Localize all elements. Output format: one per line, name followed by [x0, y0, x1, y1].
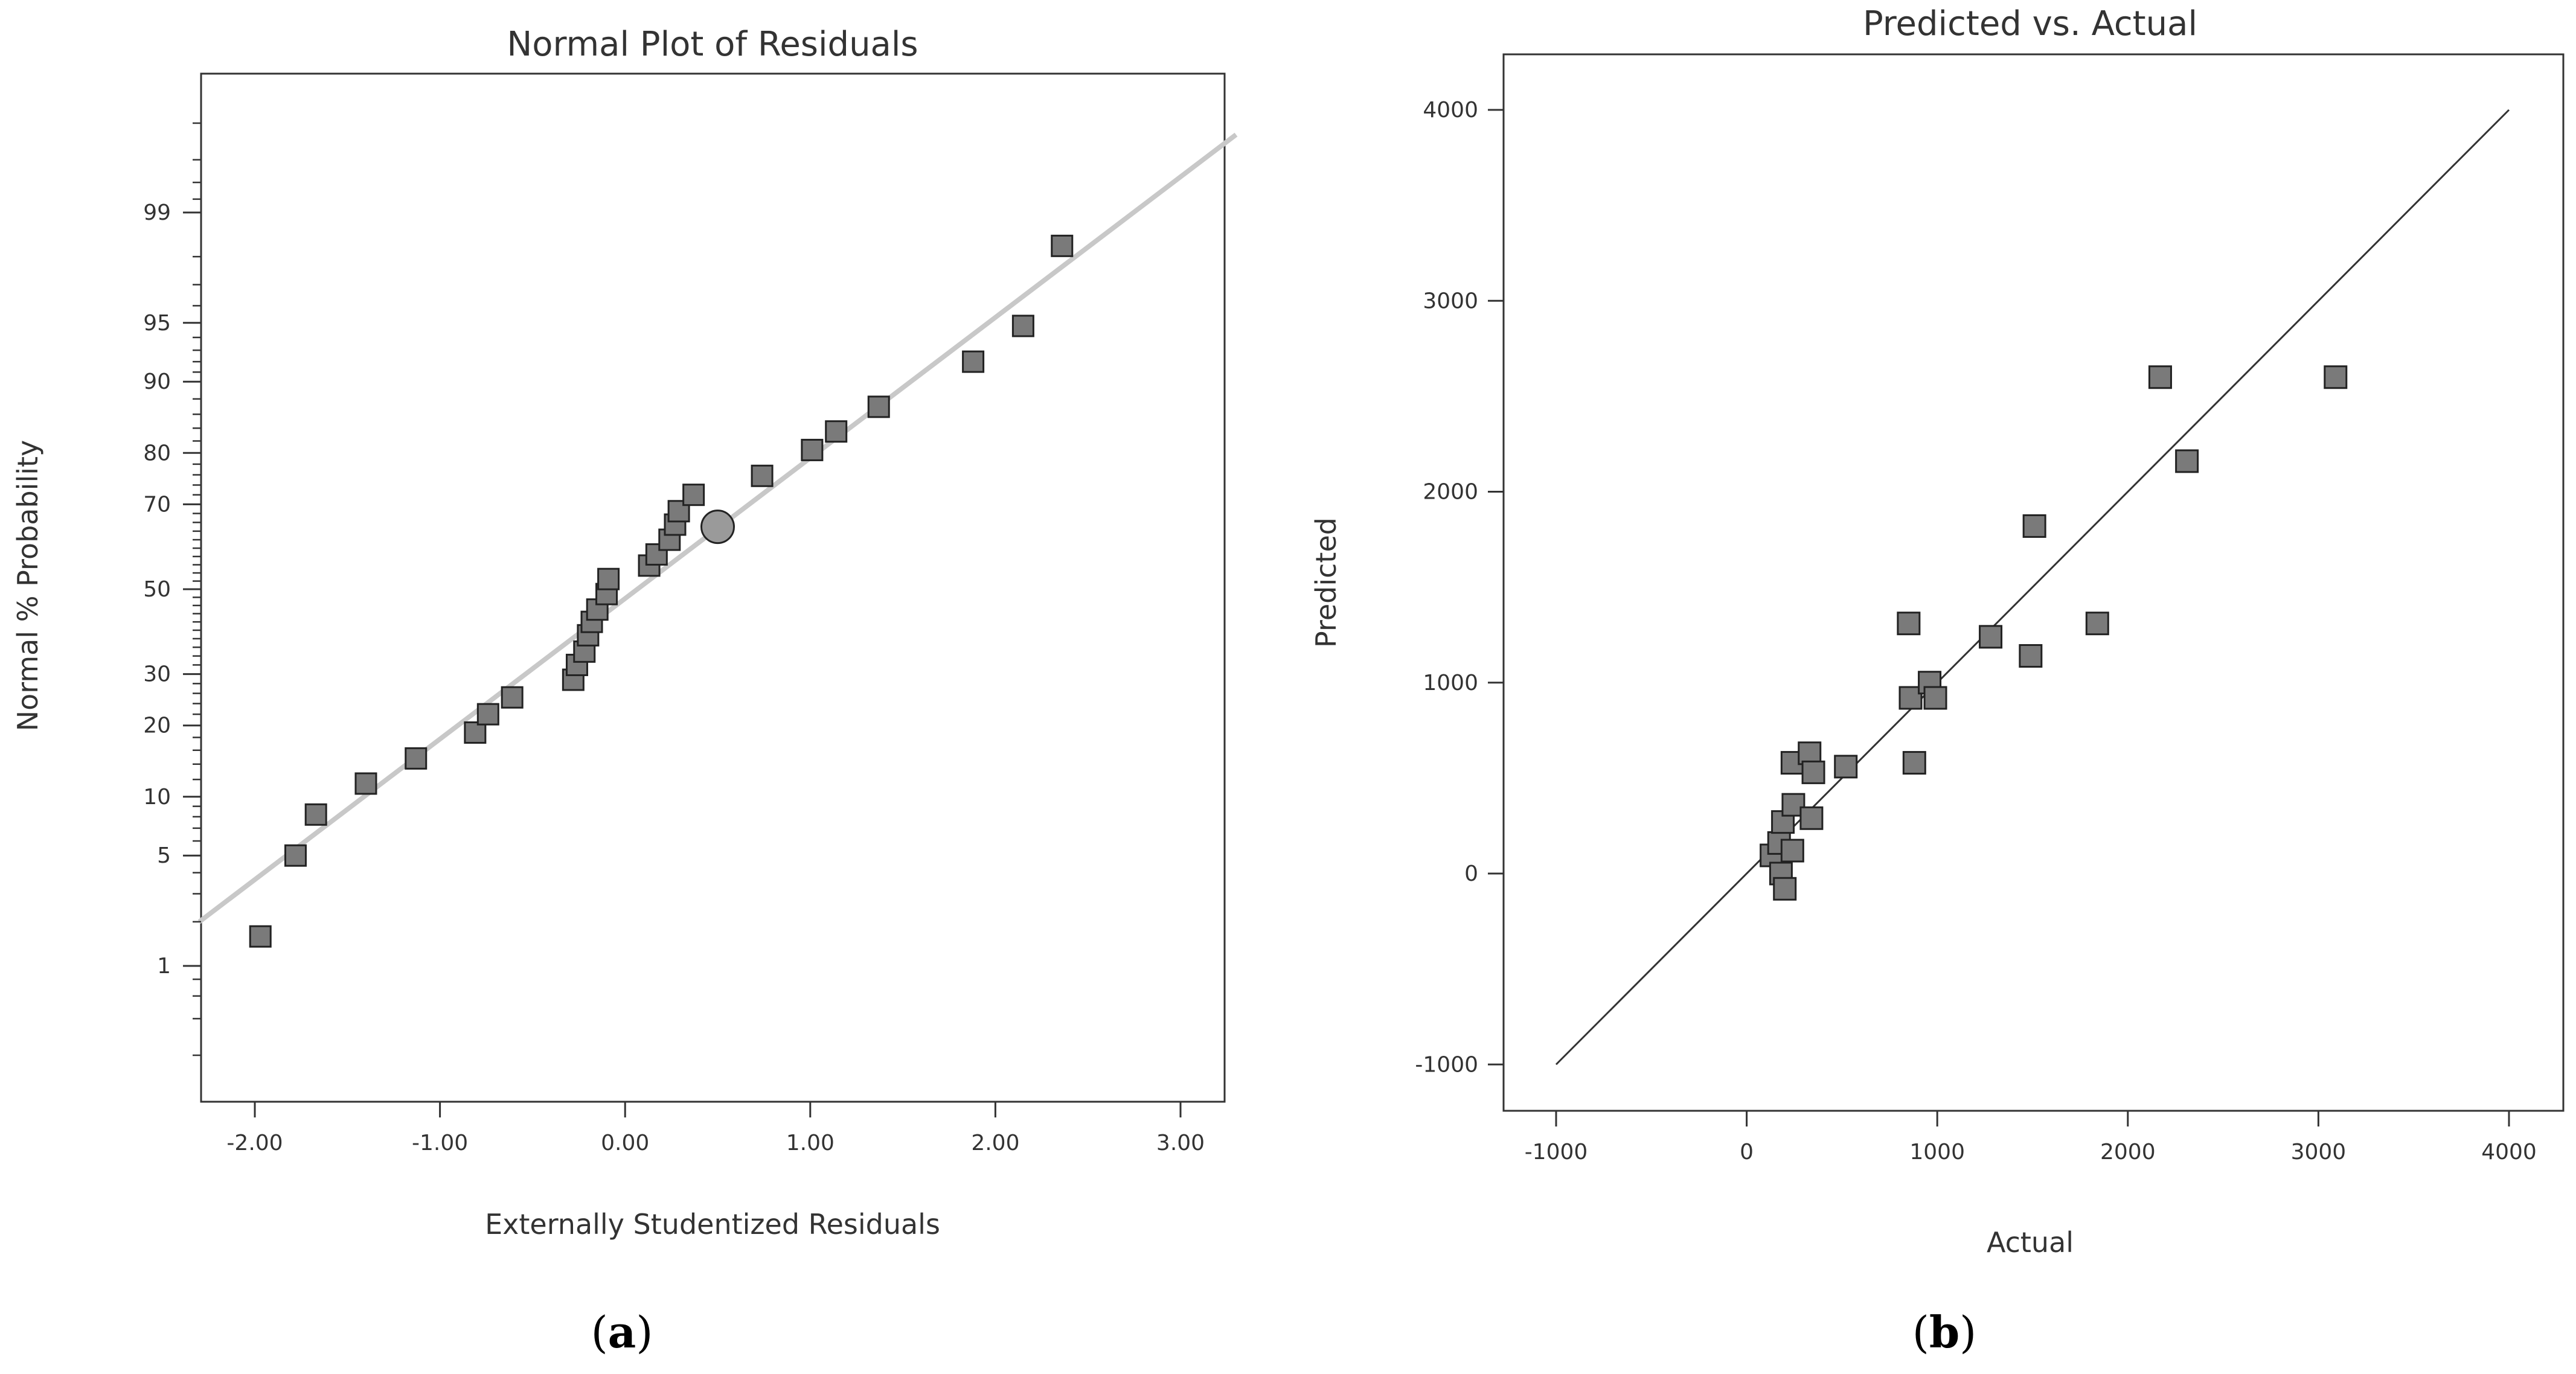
run-point	[2019, 644, 2043, 668]
y-tick-label: 5	[157, 843, 171, 868]
residual-point	[464, 721, 487, 744]
y-tick-label: 99	[143, 200, 171, 225]
run-point	[2022, 514, 2046, 538]
run-point	[1979, 625, 2003, 649]
predicted-vs-actual-chart: Predicted vs. Actual -1000 0 1000 2000 3000 4…	[1310, 4, 2565, 1358]
x-tick-label: 1000	[1909, 1140, 1965, 1165]
chart-b-title: Predicted vs. Actual	[1863, 4, 2197, 43]
residual-point	[751, 464, 774, 487]
x-tick-label: 0	[1740, 1140, 1754, 1165]
residual-point	[1051, 234, 1074, 257]
x-tick-label: 3.00	[1156, 1131, 1205, 1155]
x-tick-label: 0.00	[601, 1131, 649, 1155]
y-tick-label: 90	[143, 369, 171, 394]
residual-point	[501, 686, 524, 709]
residual-point	[597, 567, 620, 590]
residual-point	[354, 772, 377, 795]
residual-point	[962, 350, 985, 373]
x-tick-label: 2000	[2100, 1140, 2156, 1165]
residual-point	[284, 844, 307, 867]
x-tick-label: 2.00	[971, 1131, 1019, 1155]
run-point	[1923, 686, 1947, 710]
chart-b-y-axis: -1000 0 1000 2000 3000 4000	[1415, 98, 1504, 1077]
y-tick-label: 1	[157, 954, 171, 979]
x-tick-label: 4000	[2481, 1140, 2537, 1165]
panel-label-b: (b)	[1912, 1306, 1977, 1358]
normal-probability-chart: Normal Plot of Residuals 1 5 10 20 30 50 70 80 9…	[11, 25, 1238, 1358]
chart-b-y-axis-label: Predicted	[1310, 517, 1342, 648]
y-tick-label: 70	[143, 492, 171, 517]
run-point	[1780, 839, 1804, 863]
identity-line	[1555, 109, 2510, 1066]
residual-point	[1011, 315, 1034, 337]
residual-point	[682, 484, 705, 506]
y-tick-label: 4000	[1423, 98, 1478, 123]
residual-point	[304, 803, 327, 826]
chart-a-x-axis: -2.00 -1.00 0.00 1.00 2.00 3.00	[226, 1102, 1205, 1155]
x-tick-label: -1.00	[412, 1131, 468, 1155]
y-tick-label: 20	[143, 714, 171, 738]
y-tick-label: 50	[143, 577, 171, 602]
y-tick-label: 3000	[1423, 289, 1478, 313]
run-point	[1902, 751, 1926, 775]
x-tick-label: 1.00	[786, 1131, 835, 1155]
chart-b-plot-frame	[1502, 53, 2565, 1112]
residual-point	[825, 420, 848, 443]
run-point	[1773, 877, 1797, 901]
run-point	[1798, 741, 1822, 765]
chart-a-x-axis-label: Externally Studentized Residuals	[485, 1208, 940, 1241]
chart-b-x-axis: -1000 0 1000 2000 3000 4000	[1525, 1111, 2537, 1165]
chart-a-title: Normal Plot of Residuals	[507, 25, 918, 64]
run-point	[2085, 612, 2109, 636]
chart-b-reference-line	[1555, 109, 2510, 1066]
y-tick-label: 10	[143, 785, 171, 810]
y-tick-label: -1000	[1415, 1052, 1478, 1077]
residual-point	[405, 747, 428, 770]
y-tick-label: 30	[143, 662, 171, 687]
run-point	[1898, 686, 1923, 710]
run-point	[1799, 806, 1824, 830]
residual-point	[867, 395, 890, 418]
run-point	[1897, 612, 1921, 636]
x-tick-label: -2.00	[226, 1131, 283, 1155]
run-point	[2175, 449, 2199, 473]
residual-point	[801, 438, 824, 461]
residual-point	[476, 703, 499, 726]
run-point	[2148, 365, 2172, 389]
y-tick-label: 2000	[1423, 480, 1478, 505]
panel-label-a: (a)	[591, 1306, 653, 1358]
run-point	[1834, 755, 1858, 779]
x-tick-label: -1000	[1525, 1140, 1588, 1165]
run-point	[2324, 365, 2348, 389]
run-point	[1781, 793, 1805, 817]
chart-a-y-axis-label: Normal % Probability	[11, 440, 44, 732]
chart-b-data-points	[1760, 365, 2348, 901]
y-tick-label: 1000	[1423, 671, 1478, 695]
highlighted-residual-point	[700, 510, 735, 545]
y-tick-label: 80	[143, 441, 171, 465]
chart-a-plot-frame	[200, 72, 1226, 1103]
residual-point	[249, 925, 272, 948]
chart-a-data-points	[249, 234, 1074, 948]
run-point	[1801, 760, 1825, 784]
y-tick-label: 95	[143, 311, 171, 336]
chart-b-x-axis-label: Actual	[1987, 1226, 2074, 1259]
x-tick-label: 3000	[2291, 1140, 2347, 1165]
chart-a-y-axis: 1 5 10 20 30 50 70 80 90 95 99	[143, 122, 201, 1056]
y-tick-label: 0	[1464, 861, 1478, 886]
